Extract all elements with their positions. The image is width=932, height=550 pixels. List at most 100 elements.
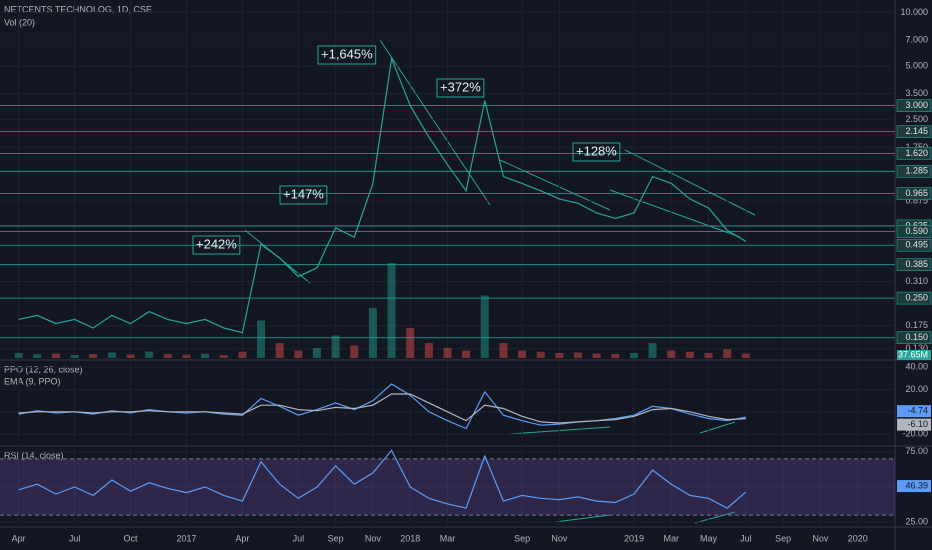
volume-bar: [89, 354, 98, 358]
x-tick-label: Jul: [293, 533, 305, 543]
volume-bar: [406, 328, 415, 358]
volume-bar: [387, 263, 396, 358]
volume-bar: [704, 353, 713, 358]
x-tick-label: Sep: [328, 533, 344, 543]
annotation-box: [436, 78, 485, 98]
volume-bar: [201, 353, 210, 358]
x-tick-label: Apr: [12, 533, 26, 543]
volume-bar: [685, 351, 694, 358]
x-tick-label: Apr: [235, 533, 249, 543]
volume-axis-box: [897, 350, 931, 360]
price-level-box: [896, 99, 932, 112]
series-line: [18, 56, 747, 334]
volume-bar: [368, 308, 377, 358]
price-level-label: 3.000: [905, 100, 928, 110]
volume-bar: [163, 354, 172, 358]
chart-title: NETCENTS TECHNOLOG, 1D, CSE: [4, 4, 152, 14]
x-tick-label: Jul: [69, 533, 81, 543]
price-level-box: [896, 331, 932, 345]
volume-bar: [667, 350, 676, 358]
x-tick-label: Nov: [812, 533, 829, 543]
x-tick-label: 2017: [176, 533, 196, 543]
x-tick-label: Nov: [551, 533, 568, 543]
x-tick-label: Nov: [365, 533, 382, 543]
x-tick-label: 2018: [400, 533, 420, 543]
annotation: +147%: [283, 186, 324, 201]
divergence-line: [554, 514, 611, 523]
volume-bar: [443, 348, 452, 358]
trend-lines: [244, 39, 756, 524]
ppo-title: PPO (12, 26, close): [4, 364, 83, 374]
x-tick-label: Sep: [775, 533, 791, 543]
volume-bar: [107, 352, 116, 358]
y-tick-label: 10.000: [900, 7, 928, 17]
y-tick-label: 1.750: [905, 142, 928, 152]
trend-line: [499, 159, 611, 211]
annotation: +1,645%: [321, 46, 373, 61]
volume-bar: [294, 350, 303, 358]
price-level-label: 0.250: [905, 293, 928, 303]
annotation: +372%: [440, 79, 481, 94]
price-level-box: [896, 187, 932, 200]
price-level-label: 0.635: [905, 220, 928, 230]
volume-bar: [126, 354, 135, 358]
last-value-box: [897, 405, 931, 418]
divergence-line: [694, 511, 736, 524]
price-level-label: 0.965: [905, 188, 928, 198]
series-line: [18, 449, 747, 509]
x-tick-label: Sep: [514, 533, 530, 543]
y-tick-label: 2.500: [905, 114, 928, 124]
volume-bar: [182, 354, 191, 358]
ema-title: EMA (9, PPO): [4, 376, 61, 386]
volume-bar: [536, 351, 545, 358]
annotation: +242%: [196, 236, 237, 251]
volume-bar: [499, 343, 508, 358]
last-value-label: -4.74: [907, 405, 928, 415]
volume-bar: [424, 343, 433, 358]
y-tick-label: 0.310: [905, 276, 928, 286]
x-tick-label: 2019: [624, 533, 644, 543]
divergence-line: [699, 421, 736, 434]
volume-bar: [518, 350, 527, 358]
volume-bar: [331, 335, 340, 358]
y-tick-label: 75.00: [905, 446, 928, 456]
y-tick-label: 20.00: [905, 384, 928, 394]
volume-bar: [555, 353, 564, 358]
volume-bar: [14, 353, 23, 358]
price-level-label: 0.590: [905, 226, 928, 236]
y-tick-label: 0.130: [905, 343, 928, 353]
divergence-line: [509, 426, 611, 435]
volume-bar: [70, 355, 79, 358]
volume-bar: [145, 351, 154, 358]
x-tick-label: Jul: [740, 533, 752, 543]
volume-bar: [741, 353, 750, 358]
volume-axis-label: 37.65M: [898, 349, 928, 359]
volume-bar: [629, 353, 638, 358]
y-tick-label: 25.00: [905, 517, 928, 527]
annotation-box: [192, 235, 241, 255]
price-level-label: 1.285: [905, 166, 928, 176]
volume-bar: [462, 350, 471, 358]
price-level-box: [896, 291, 932, 305]
volume-bar: [275, 343, 284, 358]
price-level-box: [896, 225, 932, 238]
volume-bar: [33, 354, 42, 358]
price-level-box: [896, 258, 932, 271]
x-tick-label: May: [700, 533, 718, 543]
x-tick-label: Mar: [440, 533, 456, 543]
volume-bar: [723, 349, 732, 358]
price-level-box: [896, 165, 932, 178]
x-tick-label: Oct: [124, 533, 139, 543]
volume-bar: [219, 355, 228, 358]
y-tick-label: 40.00: [905, 362, 928, 372]
y-tick-label: 5.000: [905, 60, 928, 70]
volume-bar: [611, 354, 620, 358]
price-level-label: 2.145: [905, 126, 928, 136]
y-tick-label: 0.875: [905, 195, 928, 205]
price-level-label: 0.385: [905, 259, 928, 269]
volume-bar: [648, 343, 657, 358]
last-value-label: -6.10: [907, 419, 928, 429]
trend-line: [379, 39, 491, 206]
